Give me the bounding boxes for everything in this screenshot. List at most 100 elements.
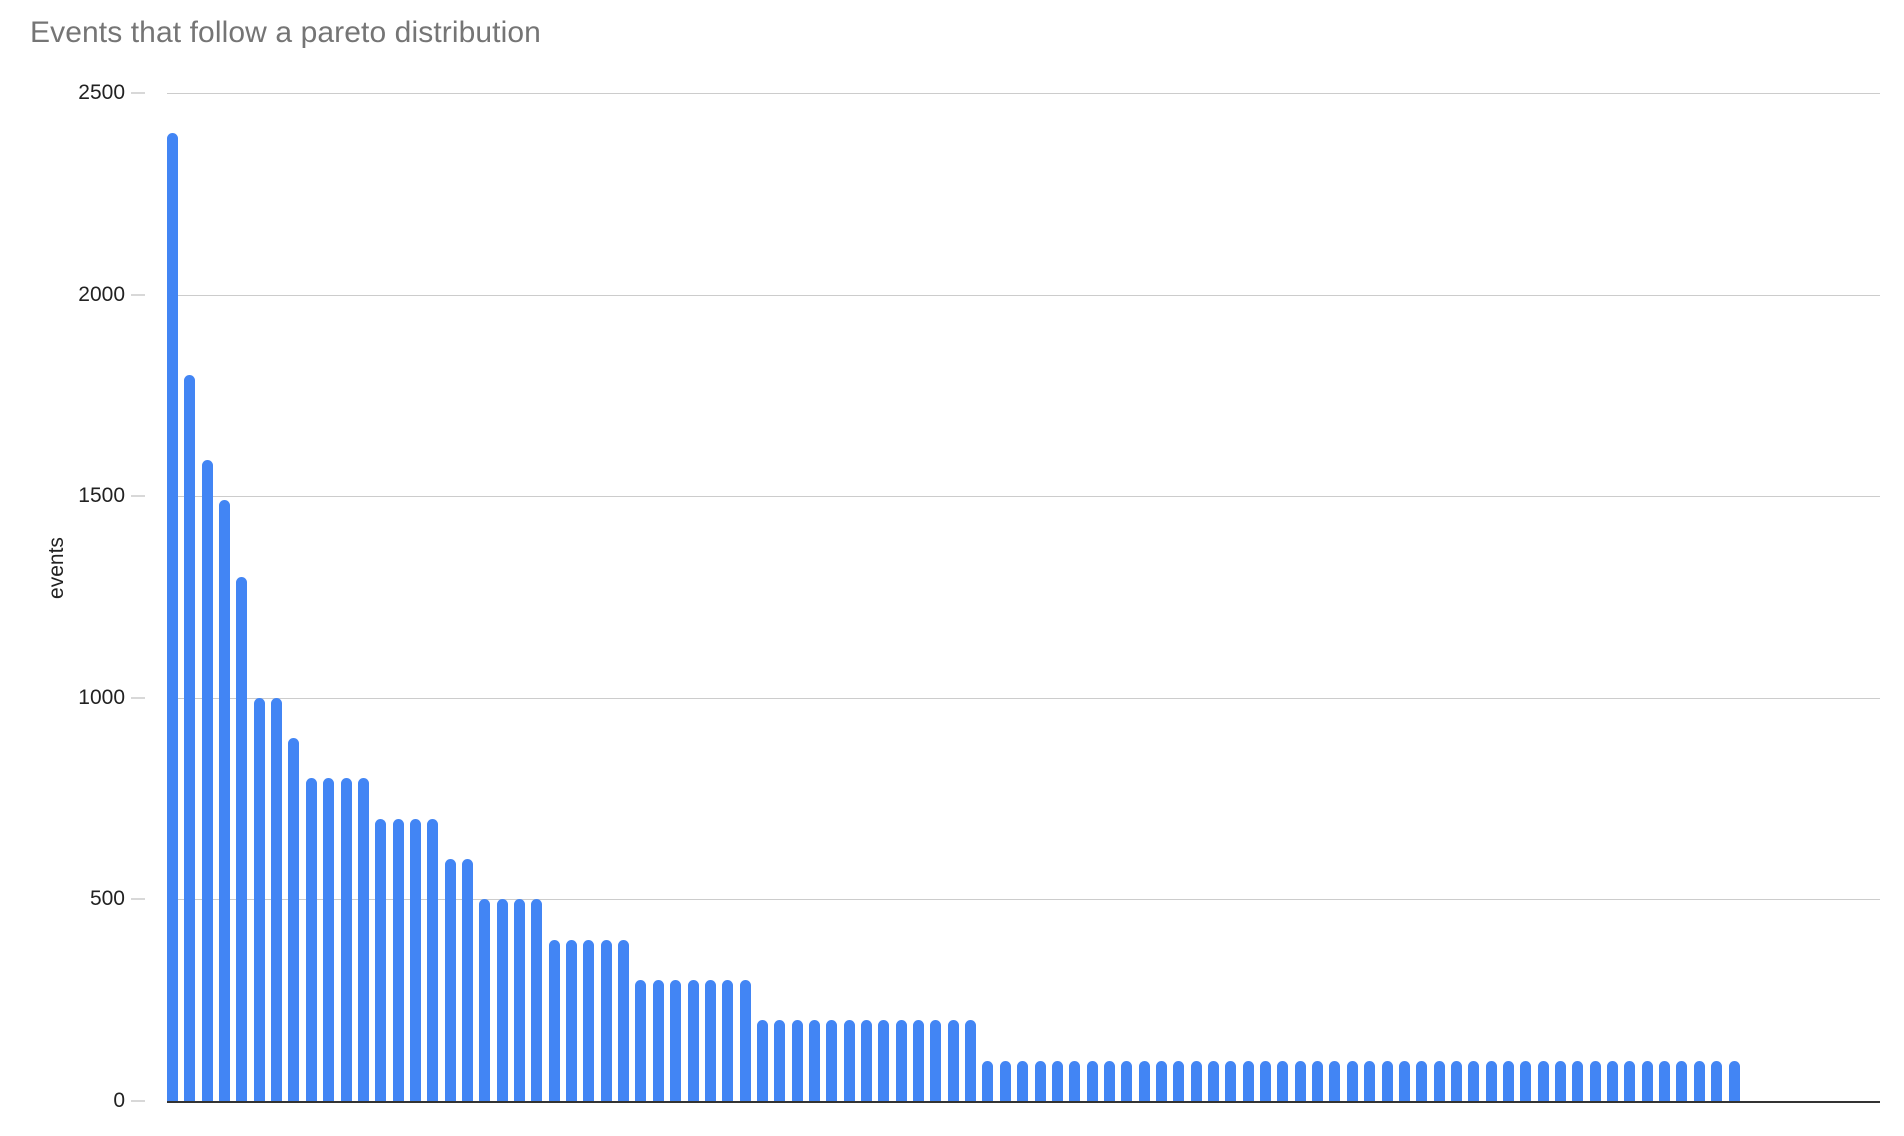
gridline-1500 — [167, 496, 1880, 498]
bar[interactable] — [219, 500, 231, 1101]
bar[interactable] — [791, 1020, 803, 1101]
bar[interactable] — [1277, 1060, 1289, 1101]
bar[interactable] — [444, 859, 456, 1101]
gridline-500 — [167, 899, 1880, 901]
bar[interactable] — [1173, 1060, 1185, 1101]
bar[interactable] — [1537, 1060, 1549, 1101]
bar[interactable] — [184, 375, 196, 1101]
bar[interactable] — [1659, 1060, 1671, 1101]
bar[interactable] — [566, 939, 578, 1101]
bar[interactable] — [1225, 1060, 1237, 1101]
bar[interactable] — [1433, 1060, 1445, 1101]
bar[interactable] — [1103, 1060, 1115, 1101]
bar[interactable] — [323, 778, 335, 1101]
gridline-2000 — [167, 294, 1880, 296]
bar[interactable] — [1069, 1060, 1081, 1101]
bar[interactable] — [1589, 1060, 1601, 1101]
bar[interactable] — [1346, 1060, 1358, 1101]
bar[interactable] — [375, 818, 387, 1101]
bar[interactable] — [271, 697, 283, 1101]
bar[interactable] — [687, 980, 699, 1101]
bar[interactable] — [704, 980, 716, 1101]
bar[interactable] — [843, 1020, 855, 1101]
bar[interactable] — [531, 899, 543, 1101]
plot-area — [167, 93, 1880, 1103]
bar[interactable] — [635, 980, 647, 1101]
bar[interactable] — [1450, 1060, 1462, 1101]
bar[interactable] — [201, 459, 213, 1101]
bar[interactable] — [340, 778, 352, 1101]
bar[interactable] — [1034, 1060, 1046, 1101]
bar[interactable] — [305, 778, 317, 1101]
bar[interactable] — [461, 859, 473, 1101]
bar[interactable] — [1329, 1060, 1341, 1101]
bar[interactable] — [1242, 1060, 1254, 1101]
bar[interactable] — [1468, 1060, 1480, 1101]
bar[interactable] — [514, 899, 525, 1101]
bar[interactable] — [548, 939, 560, 1101]
bar[interactable] — [808, 1020, 820, 1101]
bar[interactable] — [1728, 1060, 1740, 1101]
bar[interactable] — [930, 1020, 942, 1101]
bar[interactable] — [1398, 1060, 1410, 1101]
bar[interactable] — [1624, 1060, 1636, 1101]
bar[interactable] — [1607, 1060, 1619, 1101]
y-tick-label-1500: 1500 — [78, 484, 125, 508]
bar[interactable] — [1364, 1060, 1376, 1101]
bar[interactable] — [947, 1020, 959, 1101]
y-tick-mark-1000 — [131, 697, 145, 699]
bar[interactable] — [1676, 1060, 1688, 1101]
bar[interactable] — [1155, 1060, 1167, 1101]
bar[interactable] — [756, 1020, 768, 1101]
bar[interactable] — [1416, 1060, 1428, 1101]
bar[interactable] — [999, 1060, 1011, 1101]
bar[interactable] — [600, 939, 612, 1101]
bar[interactable] — [357, 778, 369, 1101]
bar[interactable] — [1485, 1060, 1497, 1101]
bar[interactable] — [236, 576, 248, 1101]
bar[interactable] — [982, 1060, 994, 1101]
bar[interactable] — [392, 818, 404, 1101]
bar[interactable] — [618, 939, 630, 1101]
bar[interactable] — [1502, 1060, 1514, 1101]
bar[interactable] — [1260, 1060, 1272, 1101]
bar[interactable] — [496, 899, 508, 1101]
bar[interactable] — [1312, 1060, 1324, 1101]
bar[interactable] — [826, 1020, 838, 1101]
bar[interactable] — [583, 939, 595, 1101]
bar[interactable] — [861, 1020, 872, 1101]
bar[interactable] — [652, 980, 664, 1101]
bar[interactable] — [427, 818, 439, 1101]
bar[interactable] — [253, 697, 265, 1101]
bar[interactable] — [722, 980, 734, 1101]
bar[interactable] — [913, 1020, 925, 1101]
bar[interactable] — [1017, 1060, 1029, 1101]
bar[interactable] — [1693, 1060, 1705, 1101]
bar[interactable] — [1190, 1060, 1202, 1101]
bar[interactable] — [167, 133, 178, 1101]
bar[interactable] — [670, 980, 682, 1101]
bar[interactable] — [479, 899, 491, 1101]
y-tick-label-0: 0 — [113, 1089, 125, 1112]
bar[interactable] — [1121, 1060, 1133, 1101]
bar[interactable] — [409, 818, 421, 1101]
bar[interactable] — [1520, 1060, 1532, 1101]
bar[interactable] — [878, 1020, 890, 1101]
bar[interactable] — [1555, 1060, 1566, 1101]
bar[interactable] — [288, 738, 300, 1101]
y-tick-label-2000: 2000 — [78, 282, 125, 306]
bar[interactable] — [1294, 1060, 1306, 1101]
bar[interactable] — [774, 1020, 786, 1101]
bar[interactable] — [739, 980, 751, 1101]
bar[interactable] — [1138, 1060, 1150, 1101]
bar[interactable] — [1208, 1060, 1219, 1101]
bar[interactable] — [1641, 1060, 1653, 1101]
bar[interactable] — [1086, 1060, 1098, 1101]
bar[interactable] — [895, 1020, 907, 1101]
bar[interactable] — [1381, 1060, 1393, 1101]
gridline-2500 — [167, 93, 1880, 94]
bar[interactable] — [965, 1020, 977, 1101]
bar[interactable] — [1572, 1060, 1584, 1101]
bar[interactable] — [1051, 1060, 1063, 1101]
bar[interactable] — [1711, 1060, 1723, 1101]
